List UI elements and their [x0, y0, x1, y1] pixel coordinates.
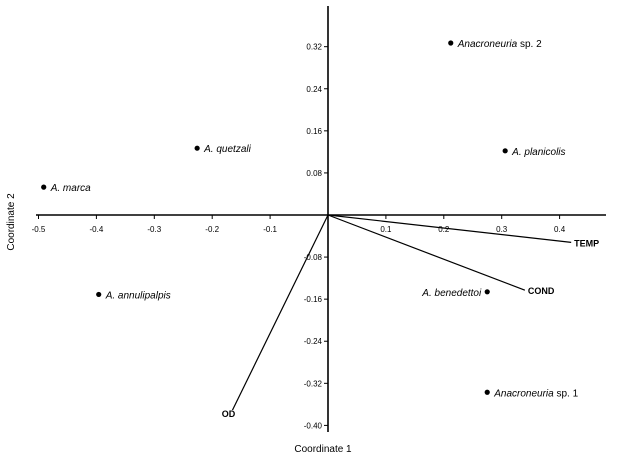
point-label-italic: A. benedettoi: [421, 288, 482, 299]
y-tick-label: -0.40: [304, 421, 323, 430]
x-tick-label: -0.1: [263, 225, 277, 234]
point-label: A. benedettoi: [421, 288, 482, 299]
y-tick-label: 0.24: [306, 85, 322, 94]
x-tick-label: 0.3: [496, 225, 508, 234]
data-point: [502, 148, 508, 154]
vector-group: TEMP COND OD: [222, 214, 599, 419]
x-tick-label: -0.4: [90, 225, 104, 234]
data-point: [484, 389, 490, 395]
vector-line-temp: [327, 214, 572, 243]
point-label-italic: Anacroneuria: [457, 39, 518, 50]
point-label: A. quetzali: [203, 144, 251, 155]
point-label-rest: sp. 2: [517, 39, 542, 50]
point-group: Anacroneuria sp. 2 A. quetzali A. planicol…: [41, 39, 579, 399]
y-tick-label: -0.32: [304, 379, 323, 388]
x-axis-title: Coordinate 1: [294, 444, 352, 455]
y-tick-label: -0.24: [304, 337, 323, 346]
vector-label-cond: COND: [528, 286, 555, 296]
x-tick-label: 0.2: [438, 225, 450, 234]
y-tick-label: 0.32: [306, 43, 322, 52]
y-tick-label: -0.16: [304, 295, 323, 304]
x-tick-label: -0.5: [32, 225, 46, 234]
tick-group: -0.5 -0.4 -0.3 -0.2 -0.1 0.1 0.2 0.3 0.4 0.32 0.24…: [32, 43, 566, 431]
point-label: Anacroneuria sp. 1: [493, 388, 578, 399]
point-label: A. planicolis: [511, 147, 565, 158]
data-point: [484, 289, 490, 295]
vector-line-cond: [327, 214, 526, 291]
data-point: [194, 145, 200, 151]
data-point: [448, 40, 454, 46]
point-label: A. annulipalpis: [105, 290, 171, 301]
y-tick-label: -0.08: [304, 253, 323, 262]
y-tick-label: 0.16: [306, 127, 322, 136]
x-tick-label: -0.2: [205, 225, 219, 234]
point-label: Anacroneuria sp. 2: [457, 39, 542, 50]
data-point: [41, 184, 47, 190]
point-label-italic: A. planicolis: [511, 147, 565, 158]
point-label-italic: A. marca: [50, 183, 91, 194]
x-tick-label: -0.3: [147, 225, 161, 234]
vector-label-temp: TEMP: [574, 238, 599, 248]
y-axis-title: Coordinate 2: [6, 193, 17, 251]
point-label-italic: A. annulipalpis: [105, 290, 171, 301]
point-label-italic: Anacroneuria: [493, 388, 554, 399]
x-tick-label: 0.4: [554, 225, 566, 234]
data-point: [96, 291, 102, 298]
y-tick-label: 0.08: [306, 169, 322, 178]
point-label: A. marca: [50, 183, 91, 194]
point-label-italic: A. quetzali: [203, 144, 251, 155]
axes: [36, 6, 606, 432]
x-tick-label: 0.1: [380, 225, 392, 234]
vector-line-od: [231, 214, 329, 411]
point-label-rest: sp. 1: [554, 388, 579, 399]
vector-label-od: OD: [222, 409, 236, 419]
